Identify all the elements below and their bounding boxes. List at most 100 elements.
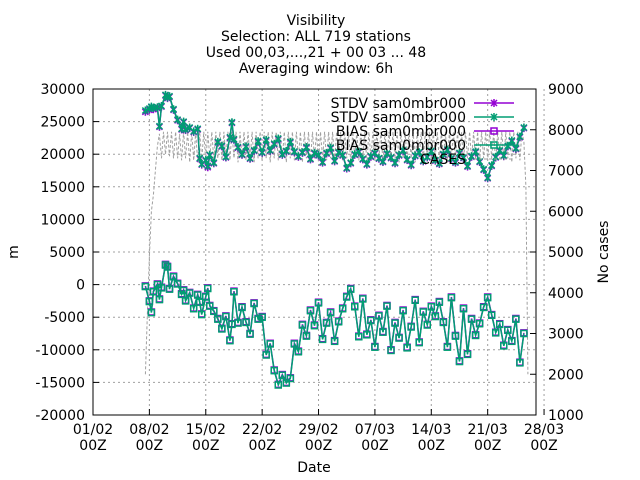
stdv-point	[343, 163, 351, 172]
bias-point	[230, 288, 238, 296]
stdv-point	[141, 106, 149, 115]
stdv-point	[246, 154, 254, 163]
bias-point	[204, 284, 212, 293]
bias-point	[487, 311, 496, 319]
bias-point	[157, 284, 166, 292]
stdv-point	[484, 173, 492, 182]
stdv-point	[242, 142, 250, 151]
bias-point	[246, 330, 254, 338]
bias-point	[147, 308, 156, 317]
x-tick-label: 00Z	[248, 438, 275, 454]
y2-tick-label: 3000	[548, 327, 584, 343]
grid	[92, 88, 545, 416]
bias-point	[475, 319, 484, 328]
bias-point	[330, 337, 339, 346]
stdv-point	[319, 158, 327, 167]
y-axis-label: m	[6, 245, 22, 259]
bias-point	[375, 312, 383, 320]
x-tick-label: 00Z	[79, 438, 106, 454]
x-tick-label: 07/03	[355, 422, 395, 438]
stdv-point	[379, 157, 387, 166]
bias-point	[206, 302, 214, 310]
x-tick-label: 14/03	[411, 422, 451, 438]
stdv-point	[266, 146, 274, 155]
bias-point	[403, 344, 411, 352]
stdv-point	[512, 144, 520, 153]
bias-point	[447, 293, 456, 302]
bias-point	[342, 293, 351, 301]
bias-point	[491, 329, 500, 337]
stdv-point	[391, 158, 399, 167]
stdv-point	[286, 137, 294, 146]
x-tick-label: 21/03	[467, 422, 507, 438]
x-tick-label: 08/02	[129, 422, 169, 438]
y2-tick-label: 9000	[548, 82, 584, 98]
bias-point	[163, 263, 172, 271]
bias-point	[234, 319, 242, 327]
bias-point	[197, 310, 206, 319]
bias-point	[427, 303, 436, 311]
stdv-point	[443, 145, 451, 154]
stdv-point	[210, 158, 218, 167]
stdv-point	[508, 136, 516, 145]
bias-point	[371, 343, 379, 351]
stdv-point	[451, 158, 459, 167]
bias-point	[407, 323, 415, 331]
stdv-point	[399, 146, 407, 155]
bias-point	[516, 359, 524, 367]
stdv-point	[282, 146, 290, 155]
bias-point	[367, 316, 375, 325]
bias-point	[459, 304, 468, 313]
bias-point	[222, 312, 230, 321]
bias-point	[318, 335, 327, 344]
bias-point	[165, 285, 174, 293]
bias-point	[451, 332, 460, 340]
x-tick-label: 00Z	[305, 438, 332, 454]
stdv-point	[359, 154, 367, 163]
stdv-point	[520, 123, 528, 132]
bias-series	[141, 260, 528, 389]
stdv-point	[190, 127, 198, 136]
bias-point	[294, 348, 303, 356]
stdv-point	[403, 155, 411, 164]
bias-point	[334, 318, 343, 326]
cases-series	[144, 131, 529, 375]
bias-point	[177, 290, 186, 299]
stdv-point	[435, 159, 443, 168]
stdv-point	[262, 135, 270, 144]
bias-point	[242, 318, 250, 327]
bias-point	[185, 289, 194, 297]
legend-label: BIAS sam0mbr000	[336, 138, 466, 154]
bias-point	[479, 303, 488, 312]
stdv-point	[490, 113, 498, 121]
stdv-point	[387, 153, 395, 162]
stdv-point	[298, 148, 306, 157]
title-line: Averaging window: 6h	[239, 61, 393, 77]
x-tick-label: 01/02	[73, 422, 113, 438]
y2-axis-label: No cases	[596, 221, 612, 284]
y-tick-label: 30000	[40, 82, 85, 98]
stdv-point	[230, 135, 238, 144]
stdv-point	[258, 148, 266, 157]
title-line: Selection: ALL 719 stations	[221, 29, 411, 45]
bias-point	[411, 296, 419, 304]
stdv-point	[407, 160, 415, 169]
bias-point	[359, 295, 367, 303]
stdv-point	[490, 99, 498, 107]
stdv-point	[492, 152, 500, 161]
stdv-point	[174, 115, 182, 124]
stdv-point	[375, 154, 383, 163]
stdv-point	[194, 124, 202, 133]
y2-tick-label: 6000	[548, 204, 584, 220]
stdv-point	[500, 151, 508, 160]
y-tick-label: 15000	[40, 180, 85, 196]
bias-line	[144, 262, 525, 387]
x-axis-label: Date	[297, 460, 330, 476]
series-layer	[141, 90, 529, 389]
bias-point	[145, 297, 154, 306]
bias-point	[218, 325, 226, 333]
bias-point	[210, 307, 218, 316]
bias-point	[258, 313, 266, 321]
